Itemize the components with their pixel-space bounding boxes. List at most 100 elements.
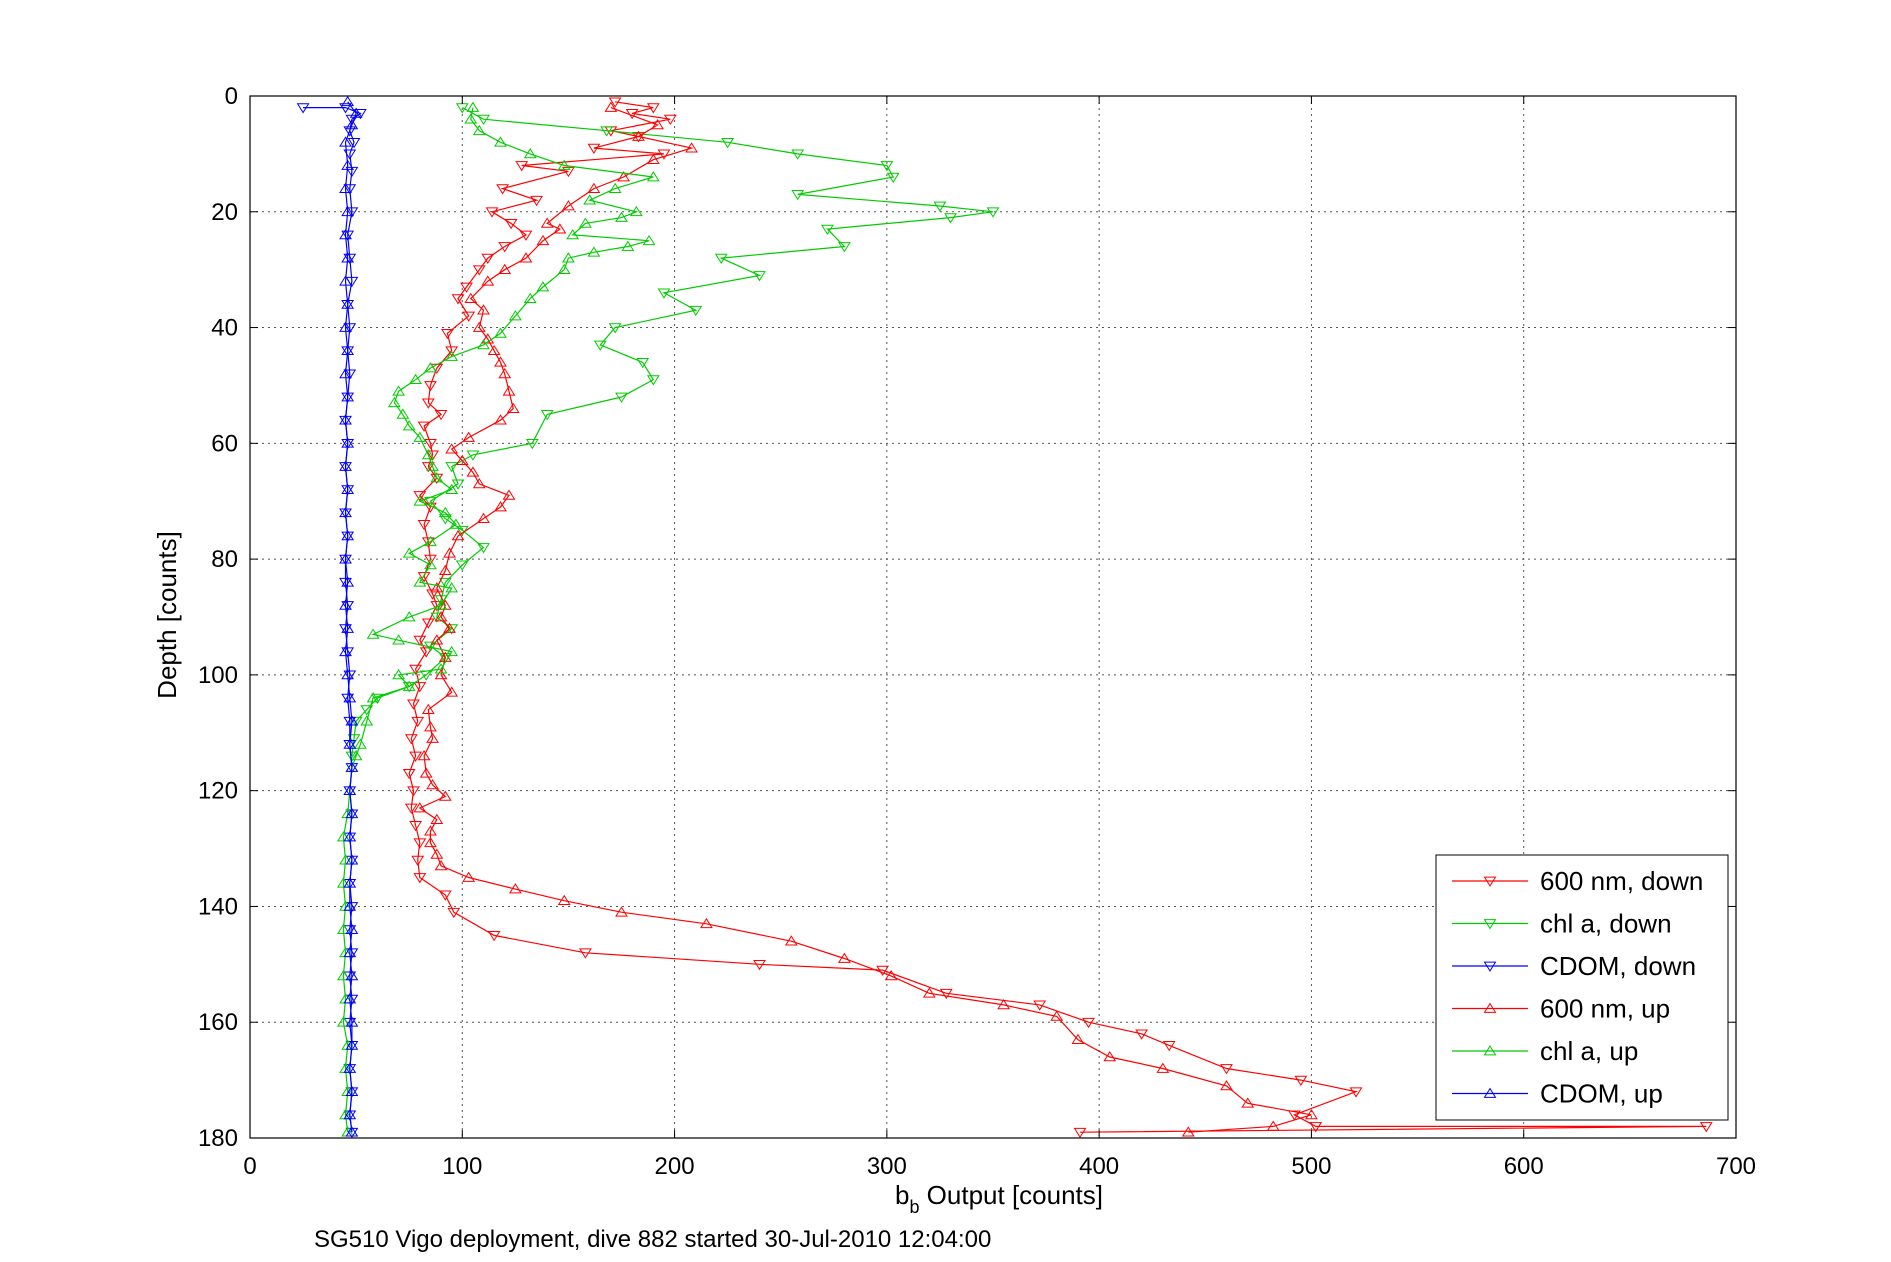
data-point [343, 1108, 357, 1120]
data-point [339, 854, 352, 865]
data-point [445, 483, 459, 494]
data-point [430, 472, 444, 483]
data-point [341, 483, 355, 494]
x-tick-label: 0 [243, 1153, 256, 1180]
data-point [345, 761, 359, 772]
data-point [434, 860, 448, 871]
data-point [1305, 1108, 1318, 1120]
data-point [430, 582, 444, 593]
data-point [986, 207, 1000, 218]
data-point [657, 288, 671, 299]
y-tick-label: 40 [211, 315, 238, 342]
data-point [472, 477, 486, 489]
data-point [345, 1126, 359, 1137]
data-point [339, 506, 352, 518]
data-point [339, 577, 352, 589]
data-point [466, 466, 480, 477]
data-point [404, 734, 418, 745]
data-point [443, 547, 456, 558]
data-point [339, 182, 352, 193]
data-point [753, 271, 766, 282]
y-tick-label: 80 [211, 546, 238, 573]
data-point [466, 450, 480, 461]
data-point [498, 242, 512, 253]
data-point [553, 223, 567, 234]
data-point [1241, 1097, 1255, 1108]
data-point [508, 883, 522, 894]
data-point [360, 715, 374, 726]
data-point [341, 601, 355, 612]
data-point [1073, 1127, 1087, 1139]
data-point [1349, 1087, 1363, 1098]
data-point [343, 253, 357, 264]
data-point [632, 130, 645, 141]
data-point [502, 489, 516, 500]
data-point [402, 611, 416, 622]
data-point [1288, 1110, 1301, 1121]
data-point [337, 877, 350, 888]
data-point [1103, 1051, 1117, 1062]
data-point [523, 147, 537, 159]
data-point [714, 253, 728, 264]
data-point [784, 935, 798, 946]
data-point [366, 628, 380, 639]
data-point [339, 275, 352, 286]
y-tick-label: 120 [198, 778, 238, 805]
data-point [451, 530, 465, 541]
data-point [621, 240, 635, 251]
data-point [430, 813, 444, 824]
data-point [434, 668, 448, 680]
data-point [392, 385, 406, 396]
data-point [536, 234, 550, 246]
ticks: 0 100 200 300 400 500 600 700 0 20 40 60 80 100 120 140… [198, 83, 1756, 1180]
data-point [343, 1062, 357, 1073]
x-axis-label-sub: b [909, 1197, 919, 1217]
legend-swatch-marker [1483, 1087, 1497, 1098]
data-point [1156, 1062, 1170, 1073]
data-point [430, 612, 444, 623]
data-point [617, 171, 631, 182]
data-point [337, 923, 350, 934]
data-point [345, 854, 359, 865]
data-point [455, 560, 469, 571]
caption: SG510 Vigo deployment, dive 882 started … [314, 1226, 991, 1253]
data-point [494, 501, 507, 512]
x-tick-label: 300 [867, 1153, 907, 1180]
data-point [515, 161, 529, 172]
data-point [477, 114, 490, 126]
data-point [343, 716, 357, 728]
data-point [438, 506, 452, 518]
data-point [339, 229, 352, 240]
data-point [944, 213, 957, 224]
data-point [409, 664, 422, 675]
data-point [426, 450, 439, 461]
data-point [496, 184, 510, 195]
data-point [462, 871, 476, 882]
data-point [343, 993, 357, 1004]
data-point [481, 253, 495, 264]
data-point [343, 670, 357, 681]
data-point [341, 230, 355, 241]
data-point [407, 786, 420, 797]
data-point [753, 959, 766, 971]
data-point [411, 855, 425, 867]
data-point [663, 114, 677, 126]
data-point [651, 119, 664, 130]
data-point [345, 207, 359, 218]
data-point [366, 692, 380, 703]
data-point [451, 479, 465, 490]
data-point [413, 576, 427, 587]
data-point [413, 873, 427, 884]
data-point [438, 577, 452, 589]
plot-frame [249, 95, 1737, 1139]
data-point [426, 460, 439, 471]
data-point [341, 622, 355, 633]
data-point [413, 431, 427, 442]
data-point [472, 265, 486, 276]
data-point [353, 738, 367, 749]
data-point [339, 136, 352, 147]
data-point [387, 396, 401, 408]
data-point [349, 750, 363, 761]
data-point [477, 543, 490, 554]
data-point [579, 217, 592, 228]
